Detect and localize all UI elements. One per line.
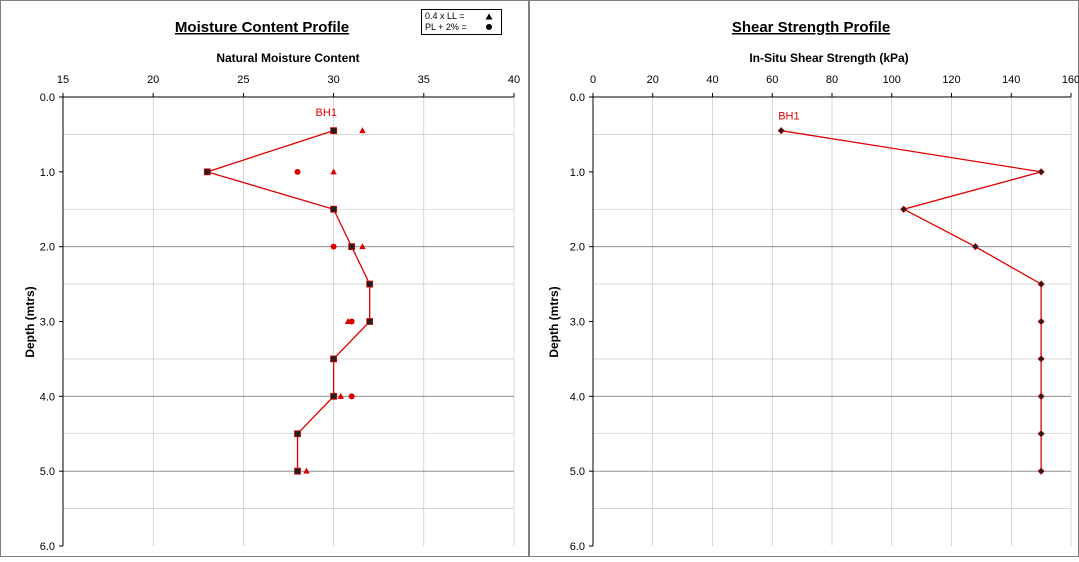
x-tick-label: 20 xyxy=(147,74,159,86)
y-tick-label: 3.0 xyxy=(570,317,585,329)
shear-data-point xyxy=(1037,317,1045,326)
shear-data-point xyxy=(971,243,980,251)
shear-x-axis-title: In-Situ Shear Strength (kPa) xyxy=(749,51,908,65)
moisture-data-point xyxy=(203,168,211,176)
y-tick-label: 4.0 xyxy=(570,391,585,403)
shear-data-point xyxy=(1037,355,1045,363)
x-tick-label: 120 xyxy=(942,74,960,86)
ll-triangle-point xyxy=(330,168,337,175)
x-tick-label: 25 xyxy=(237,74,249,86)
x-tick-label: 140 xyxy=(1002,74,1020,86)
x-tick-label: 35 xyxy=(418,74,430,86)
y-tick-label: 0.0 xyxy=(40,92,55,104)
x-tick-label: 100 xyxy=(883,74,901,86)
moisture-annotation-bh1: BH1 xyxy=(316,107,337,119)
moisture-data-point xyxy=(330,205,338,213)
x-tick-label: 15 xyxy=(57,74,69,86)
y-tick-label: 2.0 xyxy=(40,242,55,254)
shear-y-axis-title: Depth (mtrs) xyxy=(547,286,561,357)
y-tick-label: 6.0 xyxy=(570,541,585,553)
moisture-data-point xyxy=(366,318,374,325)
pl-circle-point xyxy=(348,318,355,325)
legend-circle-icon xyxy=(486,24,492,30)
y-tick-label: 5.0 xyxy=(40,466,55,478)
ll-triangle-point xyxy=(359,243,366,250)
shear-data-point xyxy=(777,127,785,135)
y-tick-label: 0.0 xyxy=(570,92,585,104)
x-tick-label: 80 xyxy=(826,74,838,86)
moisture-chart-title: Moisture Content Profile xyxy=(175,19,349,36)
x-tick-label: 30 xyxy=(327,74,339,86)
y-tick-label: 5.0 xyxy=(570,466,585,478)
moisture-data-point xyxy=(330,127,338,135)
shear-data-point xyxy=(900,205,908,213)
pl-circle-point xyxy=(330,243,337,250)
moisture-data-point xyxy=(366,280,374,288)
moisture-data-point xyxy=(294,430,301,438)
x-tick-label: 40 xyxy=(706,74,718,86)
ll-triangle-point xyxy=(337,392,345,399)
moisture-x-axis-title: Natural Moisture Content xyxy=(216,51,359,65)
shear-chart-title: Shear Strength Profile xyxy=(732,19,890,36)
moisture-data-point xyxy=(294,467,301,475)
shear-plot-area: 0 20 40 60 80 100 120 140 160 0.0 1.0 2.0 3.0 4.0 5.0 6… xyxy=(570,74,1079,553)
legend-entry-ll: 0.4 x LL = xyxy=(425,11,464,21)
shear-data-point xyxy=(1037,392,1045,400)
moisture-y-axis-title: Depth (mtrs) xyxy=(23,286,37,357)
shear-data-point xyxy=(1037,280,1045,288)
moisture-plot-area: 15 20 25 30 35 40 0.0 1.0 2.0 3.0 4.0 5.0 6.0 BH1 xyxy=(40,74,520,553)
shear-series-line xyxy=(781,130,1042,472)
pl-circle-point xyxy=(294,168,301,175)
x-tick-label: 0 xyxy=(590,74,596,86)
moisture-data-point xyxy=(330,355,338,363)
legend-box xyxy=(421,9,502,35)
moisture-panel xyxy=(0,0,529,557)
x-tick-label: 60 xyxy=(766,74,778,86)
shear-panel xyxy=(529,0,1079,557)
legend-entry-pl: PL + 2% = xyxy=(425,22,467,32)
ll-triangle-point xyxy=(359,127,366,134)
moisture-series-line xyxy=(205,130,371,472)
shear-annotation-bh1: BH1 xyxy=(778,111,799,123)
x-tick-label: 20 xyxy=(647,74,659,86)
legend-triangle-icon xyxy=(485,13,493,20)
pl-circle-point xyxy=(348,393,355,400)
y-tick-label: 2.0 xyxy=(570,242,585,254)
x-tick-label: 40 xyxy=(508,74,520,86)
y-tick-label: 6.0 xyxy=(40,541,55,553)
shear-data-point xyxy=(1037,467,1045,475)
y-tick-label: 1.0 xyxy=(570,167,585,179)
x-tick-label: 160 xyxy=(1062,74,1079,86)
y-tick-label: 1.0 xyxy=(40,167,55,179)
y-tick-label: 3.0 xyxy=(40,317,55,329)
shear-data-point xyxy=(1037,430,1045,438)
ll-triangle-point xyxy=(303,467,310,474)
moisture-legend: 0.4 x LL = PL + 2% = xyxy=(421,9,502,35)
shear-data-point xyxy=(1037,168,1045,176)
moisture-data-point xyxy=(330,392,338,400)
y-tick-label: 4.0 xyxy=(40,391,55,403)
moisture-data-point xyxy=(348,243,356,251)
